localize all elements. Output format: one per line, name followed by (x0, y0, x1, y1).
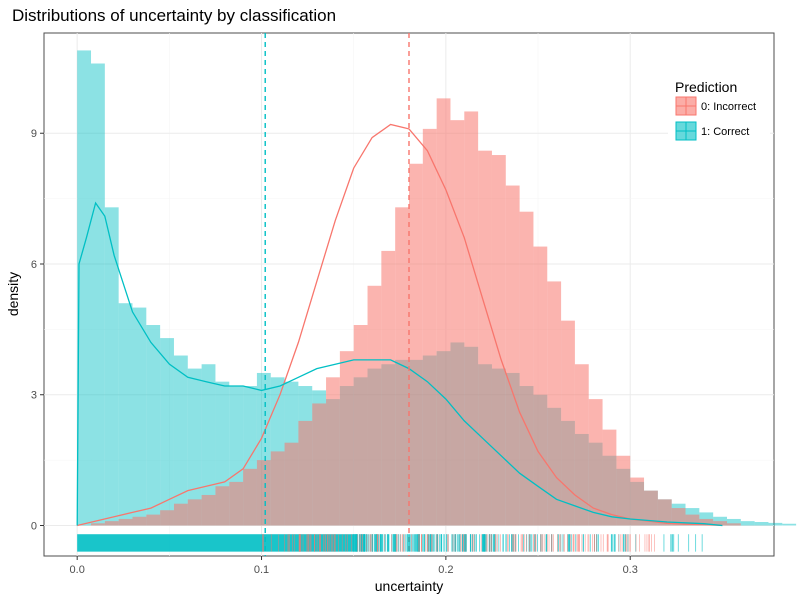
histogram-bar-incorrect (561, 320, 575, 526)
x-tick-label: 0.1 (254, 564, 269, 576)
histogram-bar-incorrect (367, 285, 382, 526)
legend-label-incorrect: 0: Incorrect (701, 101, 756, 113)
histogram-bar-incorrect (91, 523, 105, 526)
histogram-bar-incorrect (243, 468, 257, 526)
density-curve-incorrect (77, 123, 723, 527)
histogram-bar-incorrect (657, 499, 672, 526)
histogram-bar-correct (118, 303, 133, 526)
histogram-bar-incorrect (602, 429, 617, 526)
histogram-bar-incorrect (284, 442, 299, 526)
histogram-bar-incorrect (229, 481, 244, 526)
histogram-bar-incorrect (685, 514, 700, 526)
histogram-bar-incorrect (450, 120, 465, 526)
histogram-bar-correct (77, 50, 92, 526)
histogram-bar-correct (782, 523, 797, 526)
histogram-bar-incorrect (491, 155, 506, 526)
x-tick-label: 0.2 (438, 564, 453, 576)
histogram-bar-incorrect (270, 451, 285, 526)
histogram-bar-incorrect (187, 499, 202, 526)
histogram-bar-incorrect (312, 403, 327, 526)
histogram-bar-incorrect (326, 377, 340, 526)
histogram-bar-incorrect (353, 325, 368, 526)
legend-key-incorrect (675, 96, 697, 116)
y-axis-label: density (5, 272, 21, 316)
histogram-bar-incorrect (505, 185, 520, 526)
histogram-bar-correct (160, 338, 174, 526)
legend: Prediction 0: Incorrect 1: Correct (668, 72, 770, 152)
histogram-bar-incorrect (201, 494, 216, 526)
histogram-bar-incorrect (519, 211, 534, 526)
histogram-bar-incorrect (339, 351, 354, 526)
histogram-bar-incorrect (478, 150, 492, 526)
y-tick-label: 3 (31, 390, 37, 402)
histogram-bar-correct (146, 325, 161, 526)
y-tick-label: 6 (31, 259, 37, 271)
histogram-bar-incorrect (381, 250, 396, 526)
histogram-bar-correct (187, 368, 202, 526)
histogram-bar-incorrect (630, 477, 645, 526)
histogram-bar-incorrect (726, 523, 741, 526)
histogram-bar-incorrect (588, 399, 603, 526)
histogram-bar-incorrect (533, 246, 548, 526)
histogram-incorrect (91, 98, 741, 526)
histogram-bar-incorrect (298, 420, 313, 526)
chart-title: Distributions of uncertainty by classifi… (12, 6, 336, 25)
legend-title: Prediction (675, 79, 737, 95)
x-tick-label: 0.3 (623, 564, 638, 576)
histogram-bar-correct (132, 307, 147, 526)
histogram-bar-incorrect (713, 521, 727, 526)
histogram-bar-incorrect (146, 514, 161, 526)
histogram-bar-incorrect (118, 518, 133, 526)
histogram-bar-correct (104, 207, 119, 526)
histogram-bar-correct (91, 63, 105, 526)
histogram-bar-incorrect (409, 163, 423, 526)
density-curve-correct (76, 201, 723, 527)
x-tick-label: 0.0 (70, 564, 85, 576)
legend-label-correct: 1: Correct (701, 126, 749, 138)
histogram-bar-incorrect (173, 503, 188, 526)
y-tick-label: 0 (31, 520, 37, 532)
plot-area (43, 32, 797, 557)
histogram-bar-incorrect (104, 521, 119, 526)
mean-lines (264, 33, 410, 556)
histogram-bar-incorrect (256, 460, 271, 526)
histogram-bar-incorrect (616, 455, 631, 526)
x-axis-label: uncertainty (375, 578, 443, 594)
histogram-bar-incorrect (547, 281, 562, 526)
histogram-bar-incorrect (671, 508, 686, 526)
rug-marks (77, 534, 703, 552)
histogram-bar-incorrect (644, 490, 658, 526)
density-curves (76, 123, 723, 527)
histogram-bar-incorrect (436, 98, 451, 526)
histogram-bar-incorrect (395, 207, 409, 526)
histogram-bar-incorrect (215, 486, 230, 526)
histogram-bar-correct (726, 518, 741, 526)
rug-dense-block (77, 534, 354, 552)
legend-key-correct (675, 121, 697, 141)
histogram-bar-correct (740, 521, 755, 526)
histogram-bar-correct (768, 522, 783, 526)
histogram-bar-incorrect (574, 364, 589, 526)
histogram-bar-incorrect (160, 510, 174, 526)
histogram-bar-incorrect (699, 518, 714, 526)
histogram-bar-incorrect (422, 128, 437, 526)
y-tick-label: 9 (31, 128, 37, 140)
histogram-bar-correct (173, 355, 188, 526)
histogram-bar-incorrect (464, 111, 479, 526)
x-axis-ticks: 0.0 0.1 0.2 0.3 (70, 556, 638, 576)
histogram-bar-correct (754, 522, 769, 526)
y-axis-ticks: 0 3 6 9 (31, 128, 44, 532)
histogram-bar-incorrect (132, 516, 147, 526)
